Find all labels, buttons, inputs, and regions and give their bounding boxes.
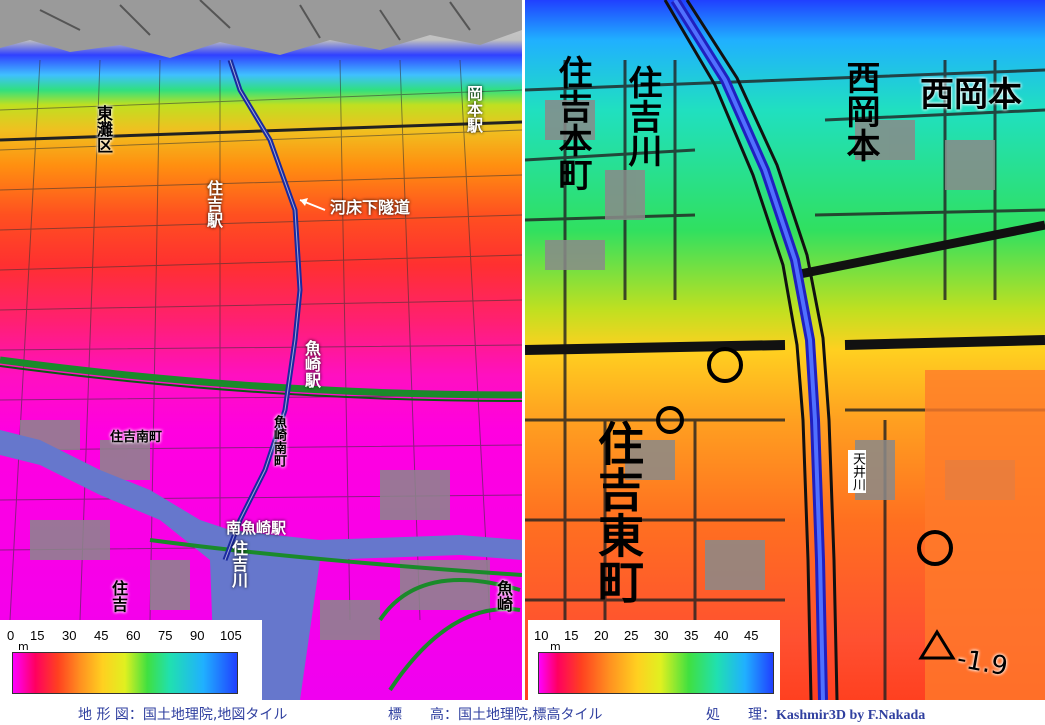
sumiyoshi-bottom-label: 住吉 xyxy=(109,580,128,612)
station-symbol xyxy=(707,347,743,383)
post-office-symbol xyxy=(917,530,953,566)
sumiyoshi-river-label: 住吉川 xyxy=(229,540,248,588)
sea-canal xyxy=(0,430,522,700)
legend-unit: m xyxy=(550,640,561,653)
processing-caption: 処 理：Kashmir3D by F.Nakada xyxy=(706,704,925,724)
legend-tick: 25 xyxy=(624,628,639,643)
uozaki-bottom-label: 魚崎 xyxy=(494,580,513,612)
sumiyoshi-river-label: 住吉川 xyxy=(622,65,662,167)
elevation-caption-value: 国土地理院,標高タイル xyxy=(458,707,603,723)
building-blocks xyxy=(20,420,490,640)
processing-caption-value: Kashmir3D by F.Nakada xyxy=(776,708,926,723)
left-map-graphics xyxy=(0,0,522,700)
legend-tick: 45 xyxy=(744,628,759,643)
legend-tick: 0 xyxy=(7,628,15,643)
legend-tick: 15 xyxy=(564,628,579,643)
sumiyoshi-higashimachi-label: 住吉東町 xyxy=(591,420,645,604)
railway-hanshin xyxy=(525,335,1045,355)
legend-tick: 45 xyxy=(94,628,109,643)
sumiyoshi-honmachi-label: 住吉本町 xyxy=(552,55,592,191)
legend-tick: 30 xyxy=(62,628,77,643)
legend-tick: 35 xyxy=(684,628,699,643)
elevation-caption-label: 標 高： xyxy=(388,707,458,723)
sumiyoshi-minamimachi-label: 住吉南町 xyxy=(110,430,163,445)
railway-jr xyxy=(794,220,1045,280)
left-legend-color-bar xyxy=(12,652,238,694)
legend-tick: 20 xyxy=(594,628,609,643)
legend-tick: 105 xyxy=(220,628,242,643)
triangulation-point-symbol xyxy=(918,629,956,660)
legend-tick: 75 xyxy=(158,628,173,643)
right-map-panel[interactable]: 住吉本町 住吉川 西岡本 西岡本 住吉東町 天井川 -1.9 10 m 15 2… xyxy=(525,0,1045,700)
tunnel-label: 河床下隧道 xyxy=(330,198,411,217)
railway-hanshin xyxy=(0,356,522,399)
legend-tick: 30 xyxy=(654,628,669,643)
left-map-panel[interactable]: 岡本駅 東灘区 住吉駅 河床下隧道 魚崎駅 南魚崎駅 住吉川 住吉南町 魚崎南町… xyxy=(0,0,522,700)
railway-rokko-liner xyxy=(149,538,522,577)
left-elevation-legend: 0 m 15 30 45 60 75 90 105 xyxy=(0,620,262,700)
legend-tick: 40 xyxy=(714,628,729,643)
elevation-caption: 標 高：国土地理院,標高タイル xyxy=(388,704,602,724)
legend-tick: 60 xyxy=(126,628,141,643)
minami-uozaki-station-label: 南魚崎駅 xyxy=(226,519,287,537)
legend-unit: m xyxy=(18,640,29,653)
right-map-graphics xyxy=(525,0,1045,700)
right-elevation-legend: 10 m 15 20 25 30 35 40 45 xyxy=(528,620,780,700)
legend-tick: 90 xyxy=(190,628,205,643)
street-grid xyxy=(0,59,522,621)
nishiokamoto-right-label: 西岡本 xyxy=(920,75,1022,115)
topo-caption: 地 形 図：国土地理院,地図タイル xyxy=(78,704,287,724)
school-symbol xyxy=(656,406,684,434)
nishiokamoto-label: 西岡本 xyxy=(840,60,880,162)
railway-jr xyxy=(0,120,522,142)
sumiyoshi-station-label: 住吉駅 xyxy=(204,180,223,228)
legend-tick: 15 xyxy=(30,628,45,643)
tenjo-river-label: 天井川 xyxy=(848,450,866,493)
sumiyoshi-river-line xyxy=(222,59,303,561)
legend-tick: 10 xyxy=(534,628,549,643)
elevation-point-label: -1.9 xyxy=(954,643,1010,683)
topo-caption-label: 地 形 図： xyxy=(78,707,143,723)
uozaki-station-label: 魚崎駅 xyxy=(302,340,321,388)
okamoto-station-label: 岡本駅 xyxy=(464,85,483,133)
higashinada-label: 東灘区 xyxy=(94,105,113,153)
topo-caption-value: 国土地理院,地図タイル xyxy=(142,707,288,723)
processing-caption-label: 処 理： xyxy=(706,707,776,723)
uozaki-minamimachi-label: 魚崎南町 xyxy=(271,415,286,467)
right-legend-color-bar xyxy=(538,652,774,694)
